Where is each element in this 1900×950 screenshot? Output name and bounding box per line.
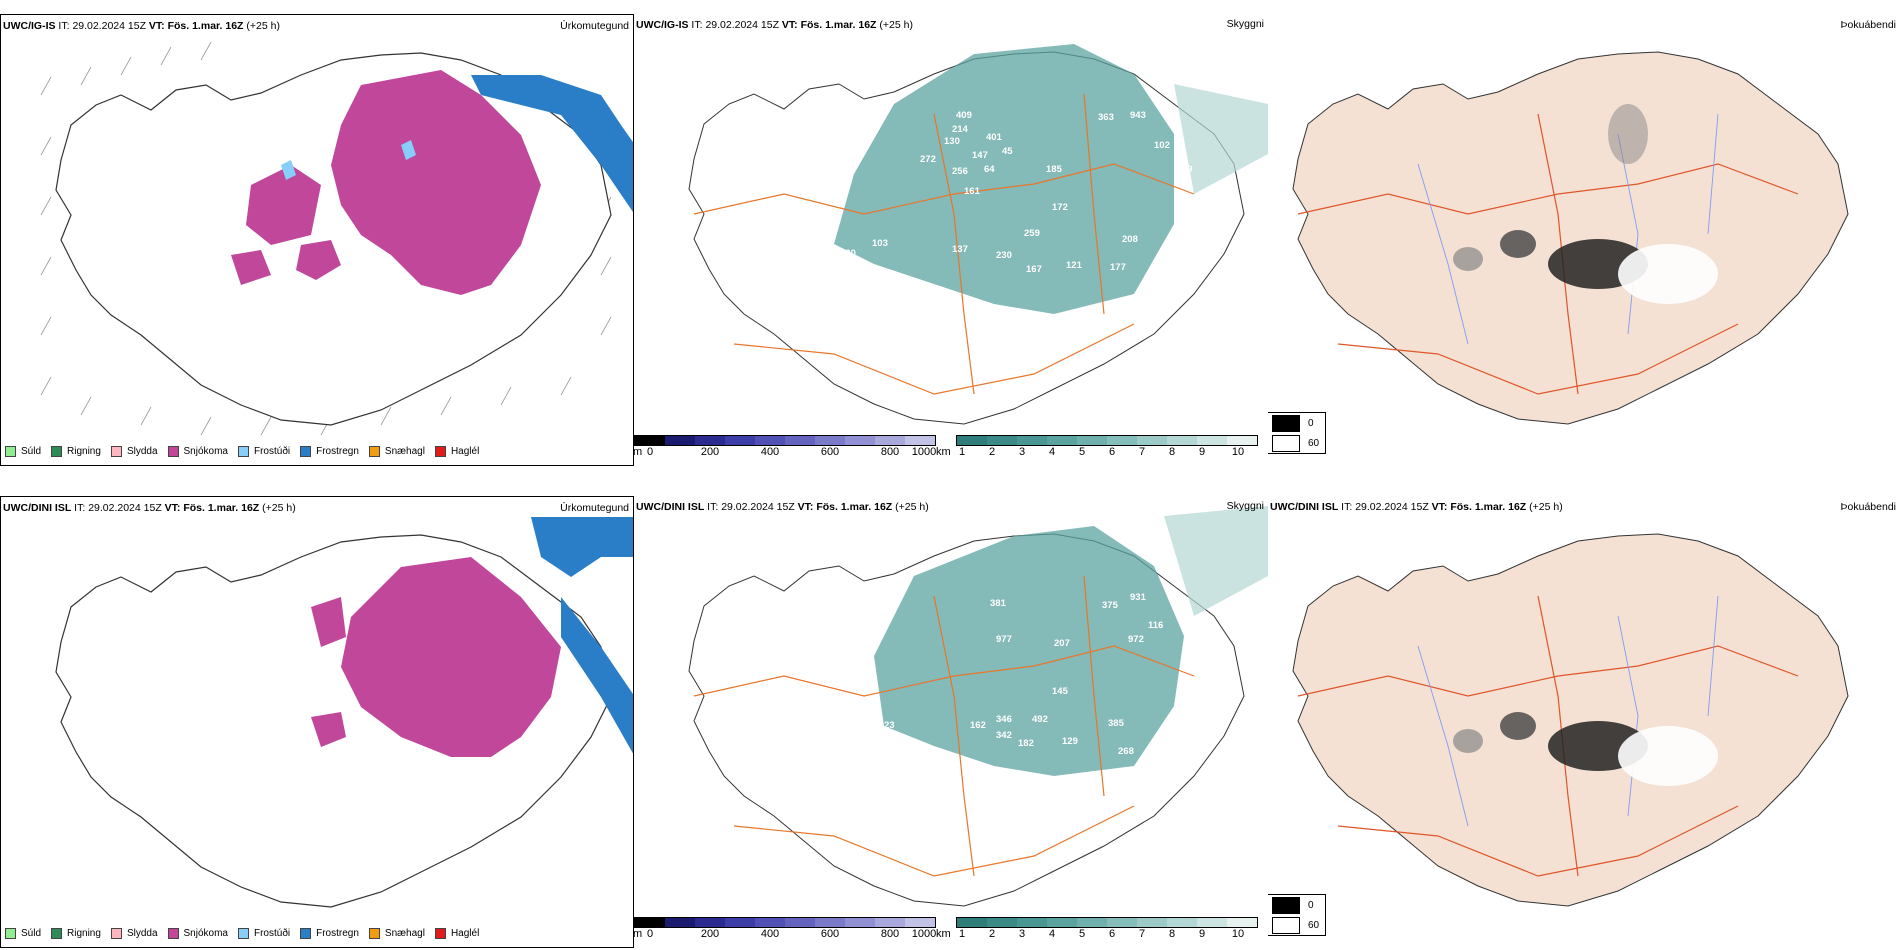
- peak-label: 256: [952, 166, 968, 177]
- peak-labels: 381 977 207 375 931 116 972 193 145 492 385 342 182 1…: [884, 592, 1198, 757]
- panel-kind-label: Skyggni: [1226, 500, 1264, 512]
- peak-label: 121: [1066, 260, 1083, 271]
- ceiling-map: 381 977 207 375 931 116 972 193 145 492 385 342 182 1…: [688, 506, 1268, 907]
- legend-item: Súld: [5, 928, 41, 939]
- peak-label: 363: [1098, 112, 1114, 123]
- height-colorbar: m 0 200 400 600 800 1000: [634, 435, 936, 458]
- height-colorbar: m 0 200 400 600 800 1000: [634, 917, 936, 940]
- peak-label: 401: [986, 132, 1003, 143]
- peak-label: 272: [920, 154, 936, 165]
- peak-label: 381: [990, 598, 1007, 609]
- peak-label: 130: [944, 136, 960, 147]
- peak-label: 13: [820, 268, 831, 279]
- precip-type-panel-ig: UWC/IG-IS IT: 29.02.2024 15Z VT: Fös. 1.…: [0, 14, 634, 466]
- peak-label: 182: [1018, 738, 1034, 749]
- legend-item: Frostúði: [237, 446, 290, 457]
- legend-item: Rigning: [51, 928, 101, 939]
- peak-label: 19: [1182, 164, 1193, 175]
- panel-kind-label: Úrkomutegund: [560, 502, 629, 514]
- legend-item: Snjókoma: [167, 446, 228, 457]
- precip-type-map: [55, 517, 633, 908]
- peak-label: 259: [1024, 228, 1040, 239]
- fog-legend: 0 60: [1268, 412, 1327, 454]
- precip-legend: Súld Rigning Slydda Snjókoma Frostúði Fr…: [5, 446, 489, 457]
- fog-panel-ig: UWC/IG-IS IT: 29.02.2024 15Z VT: Fös. 1.…: [1268, 14, 1900, 466]
- peak-label: 147: [972, 150, 988, 161]
- legend-item: Rigning: [51, 446, 101, 457]
- precip-type-panel-dini: UWC/DINI ISL IT: 29.02.2024 15Z VT: Fös.…: [0, 496, 634, 948]
- peak-label: 193: [1182, 618, 1198, 629]
- peak-label: 167: [1026, 264, 1042, 275]
- legend-item: Frostregn: [300, 928, 359, 939]
- iceland-outline: [55, 52, 612, 426]
- fog-map: [1292, 51, 1849, 425]
- legend-item: Frostregn: [300, 446, 359, 457]
- map-header: UWC/DINI ISL IT: 29.02.2024 15Z VT: Fös.…: [3, 502, 296, 514]
- peak-label: 45: [1002, 146, 1013, 157]
- peak-label: 208: [1122, 234, 1138, 245]
- peak-label: 161: [964, 186, 981, 197]
- legend-item: Súld: [5, 446, 41, 457]
- precip-legend: Súld Rigning Slydda Snjókoma Frostúði Fr…: [5, 928, 489, 939]
- visibility-colorbar: km 1 2 3 4 5 6 7 8 9 10: [936, 435, 1258, 458]
- peak-label: 214: [952, 124, 969, 135]
- fog-legend: 0 60: [1268, 894, 1327, 936]
- legend-item: Snæhagl: [368, 446, 425, 457]
- peak-label: 931: [1130, 592, 1147, 603]
- map-header-fog-dini: UWC/DINI ISL IT: 29.02.2024 15Z VT: Fös.…: [1270, 501, 1563, 513]
- legend-item: Snæhagl: [368, 928, 425, 939]
- peak-label: 116: [1148, 620, 1163, 631]
- peak-label: 103: [872, 238, 888, 249]
- peak-label: 102: [1154, 140, 1170, 151]
- map-header: UWC/IG-IS IT: 29.02.2024 15Z VT: Fös. 1.…: [3, 20, 280, 32]
- peak-label: 977: [996, 634, 1012, 645]
- peak-label: 409: [956, 110, 972, 121]
- peak-label: 162: [970, 720, 986, 731]
- peak-label: 129: [1062, 736, 1078, 747]
- peak-label: 268: [1118, 746, 1134, 757]
- legend-item: Frostúði: [237, 928, 290, 939]
- peak-label: 346: [996, 714, 1012, 725]
- peak-label: 492: [1032, 714, 1048, 725]
- peak-label: 137: [952, 244, 968, 255]
- peak-label: 943: [1130, 110, 1146, 121]
- map-header-ceiling-ig: UWC/IG-IS IT: 29.02.2024 15Z VT: Fös. 1.…: [636, 19, 913, 31]
- peak-label: 342: [996, 730, 1012, 741]
- peak-label: 207: [1054, 638, 1070, 649]
- legend-item: Haglél: [434, 446, 479, 457]
- fog-map: [1292, 533, 1849, 907]
- legend-item: Haglél: [434, 928, 479, 939]
- legend-item: Snjókoma: [167, 928, 228, 939]
- panel-kind-label: Þokuábendi: [1840, 19, 1896, 31]
- map-header-ceiling-dini: UWC/DINI ISL IT: 29.02.2024 15Z VT: Fös.…: [636, 501, 929, 513]
- peak-label: 375: [1102, 600, 1119, 611]
- peak-label: 130: [840, 248, 856, 259]
- peak-label: 23: [884, 720, 895, 731]
- precip-type-map: [40, 41, 633, 436]
- panel-kind-label: Þokuábendi: [1840, 501, 1896, 513]
- visibility-colorbar: km 1 2 3 4 5 6 7 8 9 10: [936, 917, 1258, 940]
- peak-label: 185: [1046, 164, 1063, 175]
- fog-panel-dini: Þokuábendi 0 60: [1268, 496, 1900, 948]
- peak-label: 64: [984, 164, 995, 175]
- ceiling-panel-dini: 381 977 207 375 931 116 972 193 145 492 385 342 182 1…: [634, 496, 1268, 948]
- legend-item: Slydda: [110, 446, 158, 457]
- peak-label: 172: [1052, 202, 1068, 213]
- peak-label: 137: [846, 262, 862, 273]
- ceiling-panel-ig: 409 214 130 401 272 147 45 256 64 161 185 363 943 102…: [634, 14, 1268, 466]
- panel-kind-label: Úrkomutegund: [560, 20, 629, 32]
- peak-label: 230: [996, 250, 1012, 261]
- peak-label: 972: [1128, 634, 1144, 645]
- peak-label: 145: [1052, 686, 1069, 697]
- legend-item: Slydda: [110, 928, 158, 939]
- peak-label: 385: [1108, 718, 1125, 729]
- peak-label: 177: [1110, 262, 1126, 273]
- panel-kind-label: Skyggni: [1226, 18, 1264, 30]
